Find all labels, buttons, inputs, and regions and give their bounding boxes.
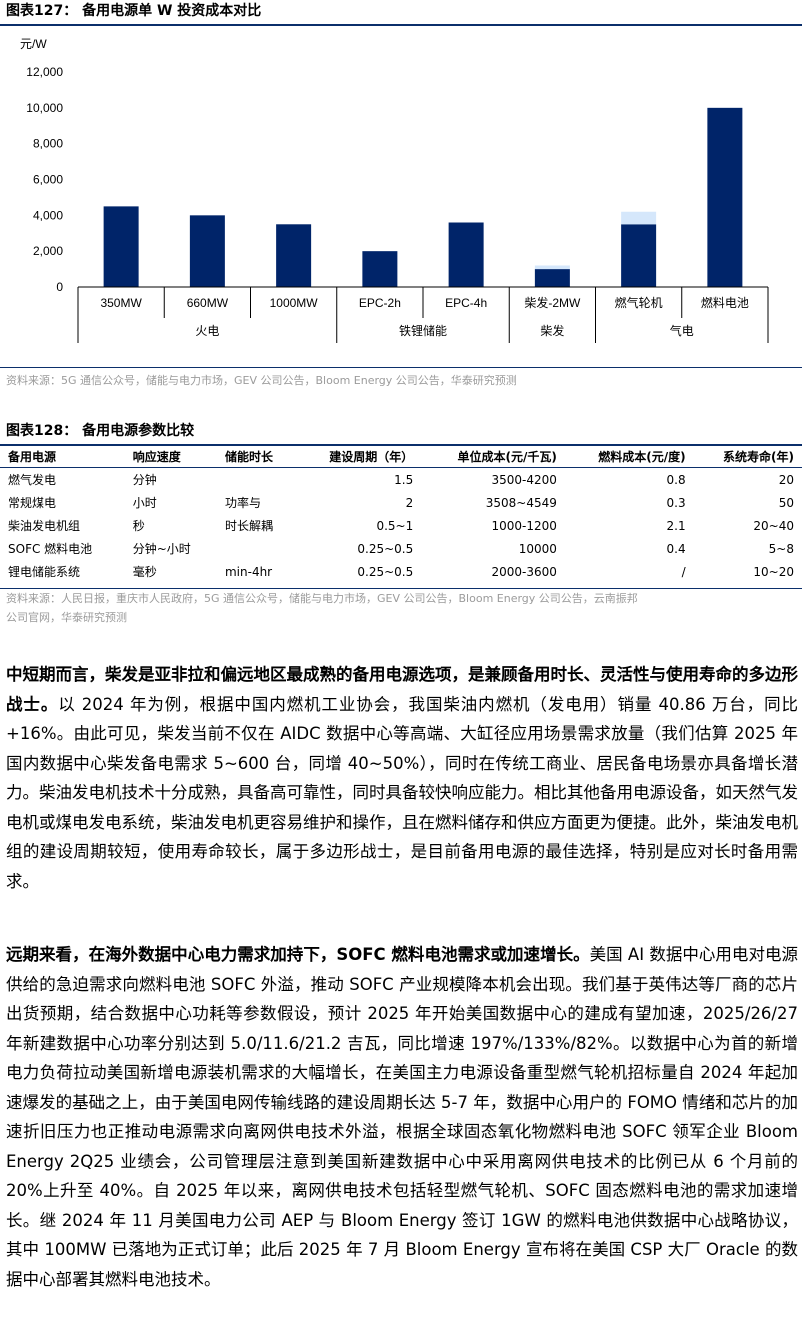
table-cell: [217, 537, 297, 560]
x-tick-label: 350MW: [100, 296, 142, 310]
table-cell: min-4hr: [224, 564, 273, 579]
x-tick-label: 柴发-2MW: [524, 295, 581, 310]
figure-127-source: 资料来源：5G 通信公众号，储能与电力市场，GEV 公司公告，Bloom Ene…: [6, 374, 517, 387]
y-tick-label: 6,000: [33, 173, 63, 187]
table-cell: 时长解耦: [224, 519, 273, 533]
table-cell: 2.1: [666, 518, 686, 533]
table-cell: SOFC 燃料电池: [8, 542, 93, 556]
table-cell: 小时: [132, 496, 157, 510]
paragraph-body: 美国 AI 数据中心用电对电源供给的急迫需求向燃料电池 SOFC 外溢，推动 S…: [6, 945, 798, 1289]
x-tick-label: 660MW: [187, 296, 229, 310]
bar-EPC-4h-series-0: [448, 222, 484, 287]
x-group-label: 铁锂储能: [399, 323, 447, 338]
paragraph-body: 以 2024 年为例，根据中国内燃机工业协会，我国柴油内燃机（发电用）销量 40…: [6, 694, 798, 891]
table-cell: 0.25~0.5: [357, 564, 414, 579]
table-cell: 0.5~1: [376, 518, 414, 533]
x-group-label: 气电: [670, 323, 694, 338]
table-cell: 3500-4200: [491, 472, 557, 487]
figure-128-source-line1: 资料来源：人民日报，重庆市人民政府，5G 通信公众号，储能与电力市场，GEV 公…: [6, 592, 638, 605]
figure-128-title: 图表128： 备用电源参数比较: [0, 420, 802, 446]
y-tick-label: 8,000: [33, 137, 63, 151]
x-tick-label: EPC-2h: [359, 296, 401, 310]
table-cell: 0.3: [666, 495, 686, 510]
bar-燃气轮机-series-1: [621, 211, 657, 225]
col-header: 响应速度: [124, 445, 217, 468]
bar-柴发-2MW-series-1: [534, 265, 570, 270]
paragraph-sofc: 远期来看，在海外数据中心电力需求加持下，SOFC 燃料电池需求或加速增长。美国 …: [6, 940, 798, 1294]
y-tick-label: 0: [56, 280, 63, 294]
x-tick-label: 燃料电池: [701, 295, 749, 310]
table-cell: /: [681, 564, 686, 579]
table-cell: 3508~4549: [485, 495, 557, 510]
paragraph-diesel: 中短期而言，柴发是亚非拉和偏远地区最成熟的备用电源选项，是兼顾备用时长、灵活性与…: [6, 660, 798, 896]
table-cell: 50: [778, 495, 794, 510]
table-cell: 0.25~0.5: [357, 541, 414, 556]
table-cell: 5~8: [768, 541, 794, 556]
bar-柴发-2MW-series-0: [534, 269, 570, 287]
divider: [0, 588, 802, 589]
bar-EPC-2h-series-0: [362, 251, 398, 287]
table-row: 燃气发电 分钟 1.5 3500-4200 0.8 20: [0, 468, 802, 492]
table-cell: 1000-1200: [491, 518, 557, 533]
x-tick-label: 1000MW: [270, 296, 319, 310]
y-tick-label: 4,000: [33, 208, 63, 222]
y-tick-label: 10,000: [26, 101, 63, 115]
table-cell: 2000-3600: [491, 564, 557, 579]
table-cell: 毫秒: [132, 565, 157, 579]
figure-127-title: 图表127： 备用电源单 W 投资成本对比: [0, 0, 802, 26]
table-row: SOFC 燃料电池 分钟~小时 0.25~0.5 10000 0.4 5~8: [0, 537, 802, 560]
col-header: 燃料成本(元/度): [564, 445, 694, 468]
table-cell: 秒: [132, 519, 145, 533]
table-cell: 10000: [518, 541, 557, 556]
table-cell: 燃气发电: [8, 473, 57, 487]
bar-燃料电池-series-0: [707, 107, 743, 287]
y-tick-label: 12,000: [26, 65, 63, 79]
table-cell: 10~20: [753, 564, 794, 579]
divider: [0, 367, 802, 368]
table-cell: 锂电储能系统: [8, 565, 81, 579]
bar-350MW-series-0: [103, 206, 139, 287]
table-cell: 1.5: [394, 472, 414, 487]
paragraph-lead: 远期来看，在海外数据中心电力需求加持下，SOFC 燃料电池需求或加速增长。: [6, 945, 590, 964]
x-group-label: 火电: [195, 324, 219, 338]
table-cell: 2: [405, 495, 414, 510]
table-row: 锂电储能系统 毫秒 min-4hr 0.25~0.5 2000-3600 / 1…: [0, 560, 802, 583]
table-cell: 柴油发电机组: [8, 519, 81, 533]
table-cell: 常规煤电: [8, 496, 57, 510]
figure-128-source-line2: 公司官网，华泰研究预测: [6, 611, 127, 624]
col-header: 系统寿命(年): [693, 445, 802, 468]
table-cell: 分钟~小时: [132, 542, 191, 556]
table-row: 常规煤电 小时 功率与 2 3508~4549 0.3 50: [0, 491, 802, 514]
table-cell: 0.8: [666, 472, 686, 487]
table-cell: 20: [778, 472, 794, 487]
bar-燃气轮机-series-0: [621, 224, 657, 287]
col-header: 建设周期（年）: [296, 445, 422, 468]
bar-1000MW-series-0: [276, 224, 312, 287]
y-tick-label: 2,000: [33, 244, 63, 258]
col-header: 单位成本(元/千瓦): [421, 445, 565, 468]
table-cell: 20~40: [753, 518, 794, 533]
col-header: 备用电源: [0, 445, 125, 468]
x-tick-label: EPC-4h: [445, 296, 487, 310]
table-cell: 0.4: [666, 541, 686, 556]
y-axis-label: 元/W: [20, 37, 47, 51]
table-cell: [217, 468, 297, 492]
backup-power-params-table: 备用电源 响应速度 储能时长 建设周期（年） 单位成本(元/千瓦) 燃料成本(元…: [0, 445, 802, 583]
paragraph-lead: 中短期而言，柴发是亚非拉和偏远地区最成熟的备用电源选项，是兼顾备用时长、灵活性与…: [6, 665, 798, 714]
table-row: 柴油发电机组 秒 时长解耦 0.5~1 1000-1200 2.1 20~40: [0, 514, 802, 537]
table-cell: 功率与: [224, 496, 261, 510]
x-group-label: 柴发: [540, 323, 564, 338]
table-cell: 分钟: [132, 473, 157, 487]
investment-cost-bar-chart: 元/W 12,000 10,000 8,000 6,000 4,000 2,000 0 35…: [20, 37, 769, 343]
table-header-row: 备用电源 响应速度 储能时长 建设周期（年） 单位成本(元/千瓦) 燃料成本(元…: [0, 445, 802, 468]
col-header: 储能时长: [216, 445, 297, 468]
bar-660MW-series-0: [189, 215, 225, 287]
x-tick-label: 燃气轮机: [615, 295, 663, 310]
